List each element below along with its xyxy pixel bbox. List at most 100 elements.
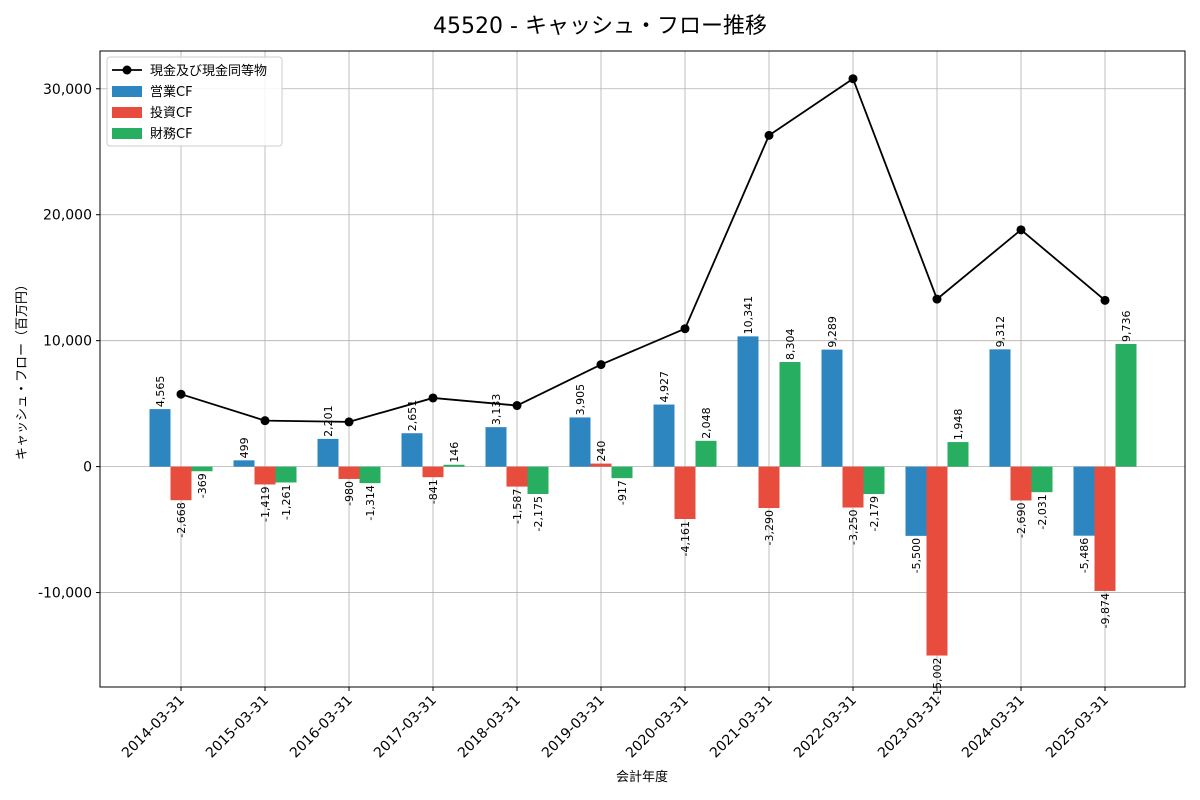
y-tick-label: 20,000 [43, 208, 92, 224]
legend-box [106, 56, 283, 147]
bar [254, 466, 276, 485]
bar [779, 362, 801, 467]
y-tick-label: -10,000 [38, 586, 92, 602]
cash-point [428, 393, 438, 403]
bar [653, 404, 675, 467]
bar [191, 466, 213, 472]
bar-value-label: -917 [616, 480, 629, 505]
legend-label: 財務CF [150, 127, 193, 142]
bar [1031, 466, 1053, 493]
bar-value-label: -2,031 [1036, 494, 1049, 529]
legend-swatch [112, 86, 142, 97]
bar [317, 438, 339, 467]
x-tick-label: 2014-03-31 [119, 693, 188, 762]
bar-value-label: 146 [448, 442, 461, 463]
bar [821, 349, 843, 467]
cash-point [680, 324, 690, 334]
bar [905, 466, 927, 536]
bar [842, 466, 864, 508]
bar [611, 466, 633, 479]
bar [737, 336, 759, 467]
bar-value-label: -2,690 [1015, 502, 1028, 537]
bar-value-label: -5,500 [910, 538, 923, 573]
bar-value-label: 4,565 [154, 376, 167, 408]
cash-point [1016, 225, 1026, 235]
y-tick-label: 10,000 [43, 334, 92, 350]
bar-value-label: 2,651 [406, 400, 419, 432]
legend-label: 営業CF [150, 84, 193, 100]
cash-point [596, 360, 606, 370]
bar [863, 466, 885, 495]
bar-value-label: 3,133 [490, 394, 503, 426]
bar [569, 417, 591, 467]
cash-point [932, 294, 942, 304]
bar-value-label: -841 [427, 479, 440, 504]
bar-value-label: -3,290 [763, 510, 776, 545]
bar [926, 466, 948, 656]
bar [1094, 466, 1116, 591]
chart-title: 45520 - キャッシュ・フロー推移 [433, 14, 767, 39]
cash-point [764, 130, 774, 140]
bar [1010, 466, 1032, 501]
legend-swatch [112, 107, 142, 118]
x-tick-label: 2021-03-31 [707, 693, 776, 762]
bar-value-label: -369 [196, 473, 209, 498]
bar-value-label: -1,587 [511, 489, 524, 524]
bar [989, 349, 1011, 467]
legend-label: 投資CF [150, 105, 193, 121]
bar [674, 466, 696, 520]
bar-value-label: -1,261 [280, 484, 293, 519]
bar-value-label: -1,314 [364, 485, 377, 520]
bar [758, 466, 780, 509]
y-axis: -10,000 0 10,000 20,000 30,000 [38, 82, 100, 602]
bar [527, 466, 549, 494]
bar [233, 460, 255, 467]
cash-line [180, 77, 1106, 423]
bar [275, 466, 297, 483]
bar-value-label: 3,905 [574, 384, 587, 416]
bar-value-label: -5,486 [1078, 538, 1091, 573]
line-series [176, 74, 1110, 427]
legend-line-marker [122, 65, 132, 75]
bar [506, 466, 528, 487]
bar-value-label: -980 [343, 481, 356, 506]
bar-value-label: -1,419 [259, 486, 272, 521]
bar-value-label: -2,179 [868, 496, 881, 531]
legend-swatch [112, 128, 142, 139]
plot-frame [99, 50, 1186, 688]
cash-point [260, 416, 270, 426]
bar-value-label: 240 [595, 441, 608, 462]
y-tick-label: 30,000 [43, 82, 92, 98]
bar [1073, 466, 1095, 536]
x-tick-label: 2016-03-31 [287, 693, 356, 762]
y-axis-label: キャッシュ・フロー（百万円） [15, 278, 30, 460]
bar [338, 466, 360, 479]
bar-value-label: 1,948 [952, 409, 965, 441]
x-tick-label: 2025-03-31 [1043, 693, 1112, 762]
bar [1115, 343, 1137, 467]
bar-value-label: 4,927 [658, 371, 671, 403]
bar [170, 466, 192, 501]
bar [485, 427, 507, 467]
y-tick-label: 0 [83, 460, 92, 476]
bar [422, 466, 444, 478]
bar [359, 466, 381, 484]
cash-point [1100, 295, 1110, 305]
bar-value-label: 9,312 [994, 316, 1007, 348]
cash-point [176, 389, 186, 399]
x-axis-label: 会計年度 [616, 769, 668, 785]
cash-point [512, 401, 522, 411]
bar-value-label: -15,002 [931, 658, 944, 700]
bar-value-label: -4,161 [679, 521, 692, 556]
grid [100, 51, 1185, 687]
bar-value-label: 499 [238, 437, 251, 458]
x-tick-label: 2019-03-31 [539, 693, 608, 762]
bar-value-label: -3,250 [847, 510, 860, 545]
x-tick-label: 2015-03-31 [203, 693, 272, 762]
bars [149, 336, 1137, 656]
x-tick-label: 2017-03-31 [371, 693, 440, 762]
x-tick-label: 2023-03-31 [875, 693, 944, 762]
